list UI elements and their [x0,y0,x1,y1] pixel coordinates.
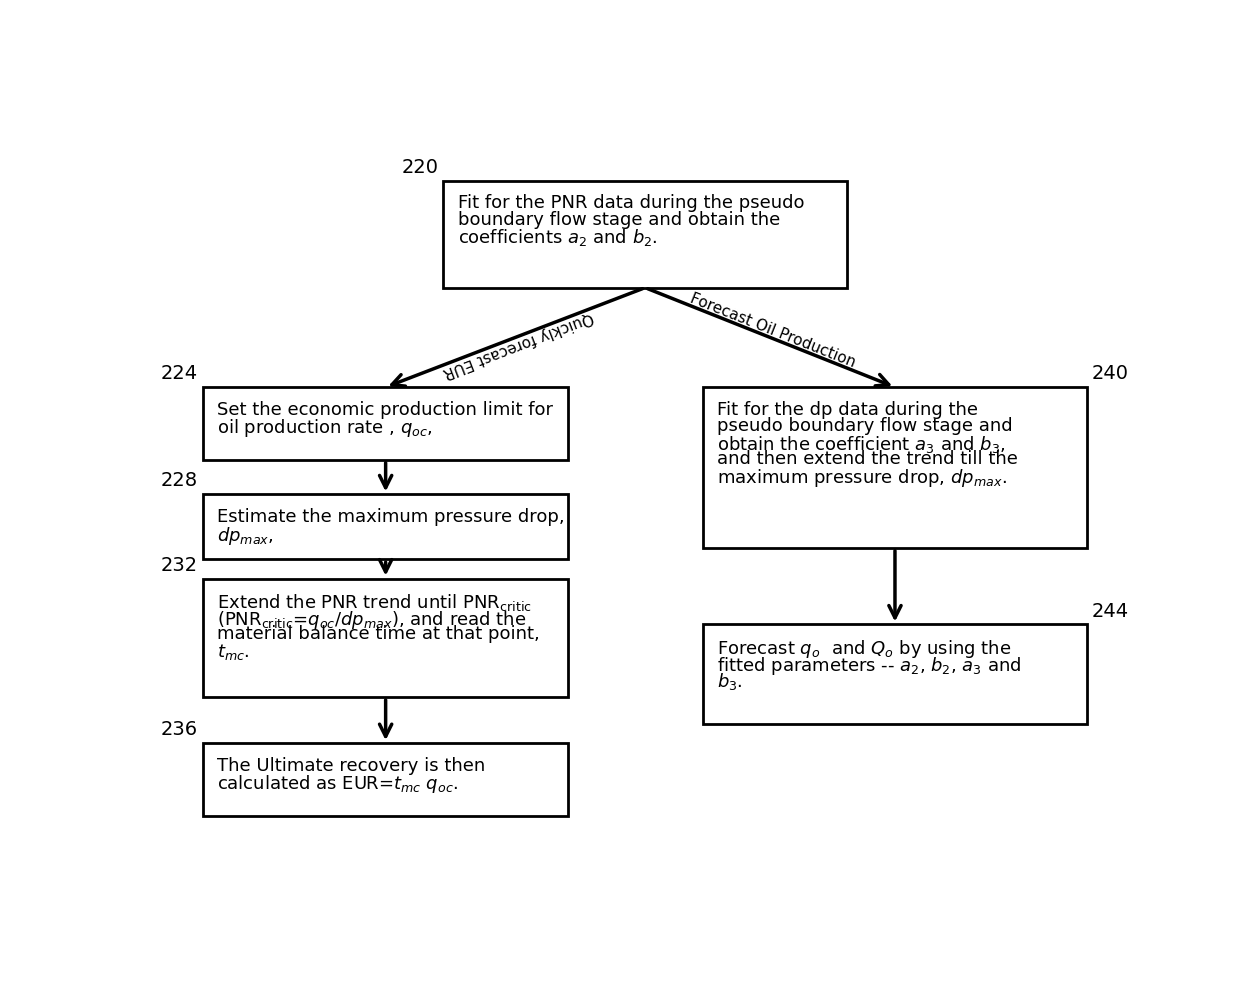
Text: material balance time at that point,: material balance time at that point, [217,625,541,643]
Text: 224: 224 [161,365,198,384]
Text: Set the economic production limit for: Set the economic production limit for [217,401,553,418]
Text: 228: 228 [161,471,198,490]
Text: coefficients $a_2$ and $b_2$.: coefficients $a_2$ and $b_2$. [458,228,657,248]
Text: Fit for the PNR data during the pseudo: Fit for the PNR data during the pseudo [458,194,805,213]
Text: 236: 236 [161,721,198,740]
Text: The Ultimate recovery is then: The Ultimate recovery is then [217,756,486,775]
Text: boundary flow stage and obtain the: boundary flow stage and obtain the [458,211,780,229]
Bar [444,181,847,287]
Text: Extend the PNR trend until $\mathrm{PNR_{critic}}$: Extend the PNR trend until $\mathrm{PNR_… [217,592,532,613]
Text: maximum pressure drop, $dp_{max}$.: maximum pressure drop, $dp_{max}$. [717,467,1007,489]
Bar [703,387,1087,548]
Bar [203,387,568,460]
Text: and then extend the trend till the: and then extend the trend till the [717,450,1018,468]
Text: $dp_{max}$,: $dp_{max}$, [217,525,274,547]
Text: Quickly forecast EUR: Quickly forecast EUR [440,309,595,380]
Text: $t_{mc}$.: $t_{mc}$. [217,642,250,662]
Bar [703,624,1087,724]
Text: 220: 220 [402,158,439,177]
Text: Fit for the dp data during the: Fit for the dp data during the [717,401,978,418]
Bar [203,744,568,816]
Bar [203,494,568,560]
Text: 232: 232 [161,556,198,575]
Text: calculated as EUR=$t_{mc}$ $q_{oc}$.: calculated as EUR=$t_{mc}$ $q_{oc}$. [217,773,459,795]
Text: obtain the coefficient $a_3$ and $b_3$,: obtain the coefficient $a_3$ and $b_3$, [717,434,1006,455]
Text: $b_3$.: $b_3$. [717,671,743,692]
Text: 244: 244 [1092,601,1130,620]
Text: pseudo boundary flow stage and: pseudo boundary flow stage and [717,417,1013,435]
Bar [203,579,568,697]
Text: ($\mathrm{PNR_{critic}}$=$q_{oc}/dp_{max}$), and read the: ($\mathrm{PNR_{critic}}$=$q_{oc}/dp_{max… [217,608,527,631]
Text: Forecast Oil Production: Forecast Oil Production [688,291,858,370]
Text: Estimate the maximum pressure drop,: Estimate the maximum pressure drop, [217,508,565,526]
Text: oil production rate , $q_{oc}$,: oil production rate , $q_{oc}$, [217,417,433,439]
Text: Forecast $q_o$  and $Q_o$ by using the: Forecast $q_o$ and $Q_o$ by using the [717,638,1012,660]
Text: fitted parameters -- $a_2$, $b_2$, $a_3$ and: fitted parameters -- $a_2$, $b_2$, $a_3$… [717,655,1022,677]
Text: 240: 240 [1092,365,1128,384]
